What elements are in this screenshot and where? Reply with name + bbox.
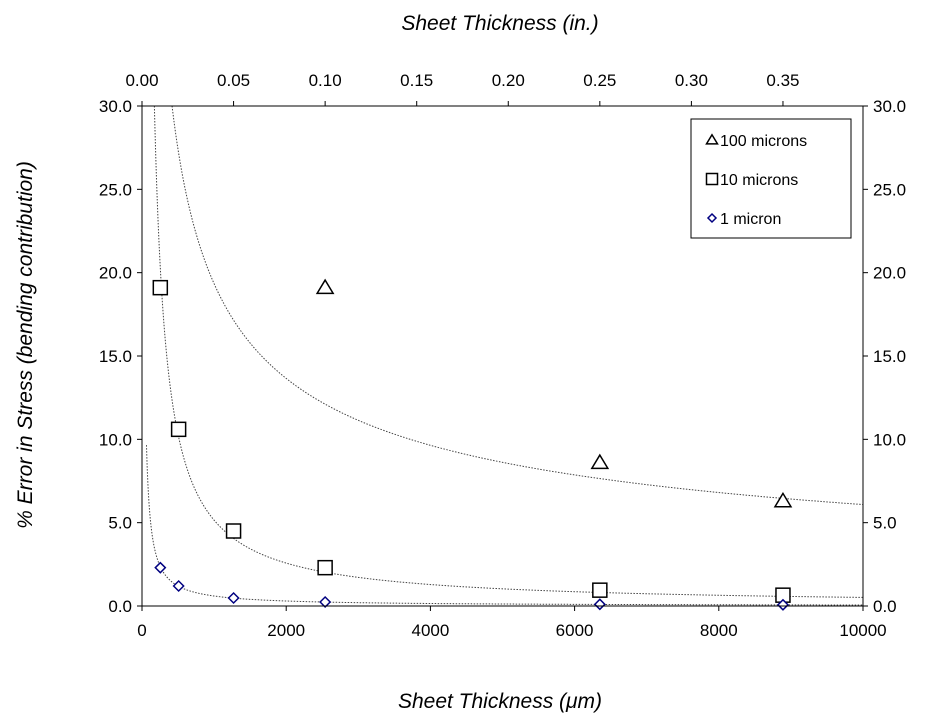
data-point-triangle — [590, 453, 610, 470]
data-point-square — [152, 279, 169, 296]
x-tick-label: 6000 — [556, 621, 594, 640]
top-x-tick-label: 0.05 — [217, 71, 250, 90]
data-point-triangle — [773, 491, 793, 508]
y-tick-label: 30.0 — [99, 97, 132, 116]
tick-labels: 0 2000 4000 6000 8000 10000 0.00 0.05 0.10 0.15 0.… — [99, 71, 906, 640]
right-y-tick-label: 0.0 — [873, 597, 897, 616]
y-axis-title: % Error in Stress (bending contribution) — [14, 161, 37, 529]
top-x-tick-label: 0.35 — [766, 71, 799, 90]
right-y-tick-label: 10.0 — [873, 430, 906, 449]
data-point-square — [225, 523, 242, 539]
data-points — [152, 278, 793, 611]
data-point-diamond — [593, 598, 606, 611]
y-tick-label: 10.0 — [99, 430, 132, 449]
x-tick-label: 4000 — [411, 621, 449, 640]
x-tick-label: 0 — [137, 621, 146, 640]
data-point-diamond — [172, 579, 185, 593]
data-point-square — [592, 582, 608, 598]
top-x-axis-title: Sheet Thickness (in.) — [401, 12, 598, 35]
top-x-tick-label: 0.30 — [675, 71, 708, 90]
plot-area-frame — [141, 105, 864, 607]
top-x-tick-label: 0.15 — [400, 71, 433, 90]
top-x-tick-label: 0.00 — [125, 71, 158, 90]
legend-marker-diamond — [706, 212, 718, 224]
right-y-tick-label: 5.0 — [873, 514, 897, 533]
top-x-tick-label: 0.25 — [583, 71, 616, 90]
y-tick-label: 5.0 — [108, 514, 132, 533]
bottom-x-axis-title: Sheet Thickness (μm) — [398, 690, 602, 713]
x-tick-label: 2000 — [267, 621, 305, 640]
data-point-diamond — [776, 598, 790, 611]
top-x-tick-label: 0.20 — [492, 71, 525, 90]
top-x-tick-label: 0.10 — [309, 71, 342, 90]
data-point-diamond — [154, 561, 167, 574]
y-tick-label: 0.0 — [108, 597, 132, 616]
legend-marker-triangle — [705, 133, 719, 145]
data-point-square — [170, 421, 187, 438]
trendline-1-micron — [145, 445, 864, 606]
data-point-diamond — [319, 595, 332, 609]
x-tick-label: 8000 — [700, 621, 738, 640]
legend-label: 100 microns — [720, 133, 807, 150]
right-y-tick-label: 30.0 — [873, 97, 906, 116]
legend-marker-square — [705, 172, 719, 186]
legend-label: 10 microns — [720, 172, 798, 189]
tick-marks — [137, 101, 868, 611]
y-tick-label: 15.0 — [99, 347, 132, 366]
right-y-tick-label: 20.0 — [873, 264, 906, 283]
right-y-tick-label: 25.0 — [873, 180, 906, 199]
data-point-diamond — [227, 591, 240, 605]
trendline-100-microns — [171, 105, 864, 506]
data-point-square — [317, 559, 333, 576]
x-tick-label: 10000 — [839, 621, 886, 640]
y-tick-label: 25.0 — [99, 180, 132, 199]
y-tick-label: 20.0 — [99, 264, 132, 283]
legend: 100 microns 10 microns 1 micron — [690, 118, 852, 239]
right-y-tick-label: 15.0 — [873, 347, 906, 366]
legend-label: 1 micron — [720, 211, 781, 228]
data-point-triangle — [315, 278, 335, 295]
